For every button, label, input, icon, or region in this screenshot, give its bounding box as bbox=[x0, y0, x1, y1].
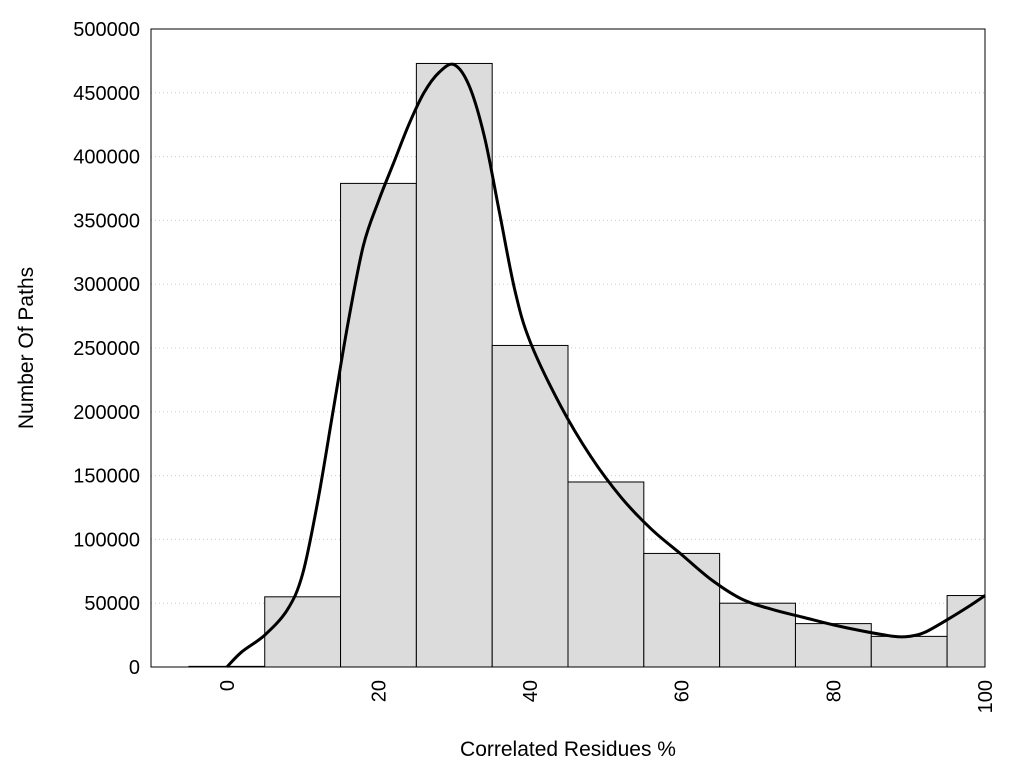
x-tick-label: 100 bbox=[975, 680, 997, 713]
y-tick-label: 350000 bbox=[73, 210, 140, 232]
x-tick-label: 60 bbox=[672, 680, 694, 702]
x-tick-label: 20 bbox=[368, 680, 390, 702]
x-tick-label: 40 bbox=[520, 680, 542, 702]
histogram-bar bbox=[643, 552, 721, 668]
y-tick-label: 150000 bbox=[73, 466, 140, 488]
y-tick-label: 200000 bbox=[73, 402, 140, 424]
histogram-bar bbox=[340, 182, 417, 668]
y-axis-label: Number Of Paths bbox=[15, 267, 38, 429]
y-tick-labels: 0 50000 100000 150000 200000 250000 300000 3500… bbox=[73, 19, 140, 679]
density-curve bbox=[225, 62, 986, 669]
x-tick-labels: 0 20 40 60 80 100 bbox=[217, 680, 997, 713]
y-tick-label: 0 bbox=[129, 657, 140, 679]
x-tick-label: 80 bbox=[823, 680, 845, 702]
plot-frame bbox=[150, 28, 986, 668]
y-tick-label: 300000 bbox=[73, 274, 140, 296]
histogram-bar bbox=[491, 344, 569, 668]
density-curve-layer bbox=[225, 62, 986, 669]
x-axis-label: Correlated Residues % bbox=[460, 738, 676, 761]
y-tick-label: 100000 bbox=[73, 529, 140, 551]
y-tick-label: 50000 bbox=[84, 593, 140, 615]
histogram-bar bbox=[264, 596, 342, 668]
histogram-bar bbox=[946, 595, 986, 668]
histogram-bar bbox=[415, 62, 493, 668]
bars bbox=[188, 62, 986, 668]
histogram-bar bbox=[567, 481, 645, 668]
y-tick-label: 500000 bbox=[73, 19, 140, 41]
y-tick-label: 400000 bbox=[73, 147, 140, 169]
y-tick-label: 450000 bbox=[73, 83, 140, 105]
histogram-bar bbox=[870, 635, 948, 668]
y-tick-label: 250000 bbox=[73, 338, 140, 360]
x-tick-label: 0 bbox=[217, 680, 239, 691]
